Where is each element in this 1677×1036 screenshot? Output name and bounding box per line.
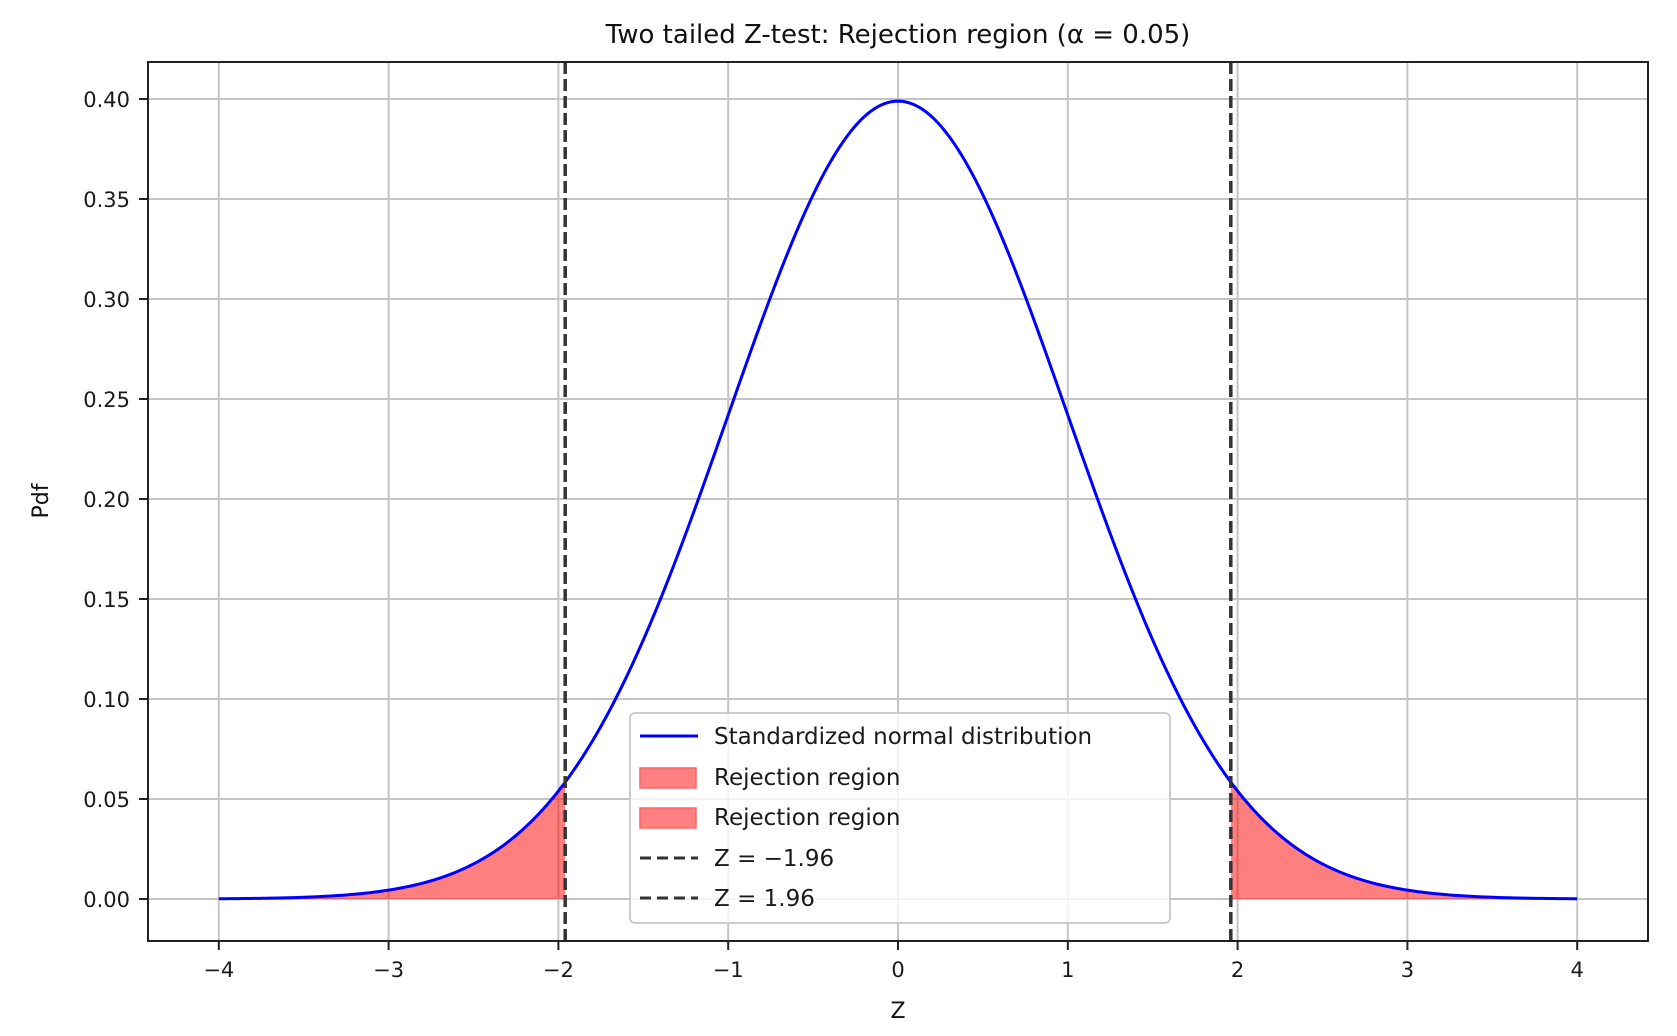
y-tick-label: 0.10 [83,688,130,712]
red-patch-icon [639,767,697,789]
grid-lines [148,62,1648,941]
legend-entry-z-neg: Z = −1.96 [640,846,834,872]
y-axis-ticks: 0.00 0.05 0.10 0.15 0.20 0.25 0.30 0.35 0.40 [83,88,148,912]
svg-text:Z = 1.96: Z = 1.96 [714,886,815,912]
normal-pdf-line [218,99,1578,901]
red-patch-icon [639,807,697,829]
x-tick-label: −1 [713,958,744,982]
legend-box [629,712,1171,924]
y-axis-label: Pdf [29,482,54,518]
x-tick-label: 2 [1231,958,1244,982]
svg-text:Z = −1.96: Z = −1.96 [714,846,834,872]
x-axis-ticks: −4 −3 −2 −1 0 1 2 3 4 [203,941,1584,982]
chart-title: Two tailed Z-test: Rejection region (α =… [605,20,1191,50]
y-tick-label: 0.40 [83,88,130,112]
x-tick-label: 4 [1571,958,1584,982]
rejection-region-area [218,782,566,899]
x-tick-label: 0 [891,958,904,982]
y-tick-label: 0.00 [83,888,130,912]
y-tick-label: 0.05 [83,788,130,812]
rejection-region-fills [218,782,1578,899]
x-tick-label: −2 [543,958,574,982]
x-tick-label: 3 [1401,958,1414,982]
svg-text:Standardized normal distributi: Standardized normal distribution [714,724,1092,750]
rejection-region-area [1230,782,1578,899]
legend-entry-z-pos: Z = 1.96 [640,886,815,912]
y-tick-label: 0.15 [83,588,130,612]
y-tick-label: 0.35 [83,188,130,212]
critical-value-lines [563,62,1233,941]
legend: Standardized normal distribution Rejecti… [629,712,1171,924]
svg-text:Rejection region: Rejection region [714,805,900,831]
y-tick-label: 0.30 [83,288,130,312]
legend-entry-rejection-1: Rejection region [639,765,900,791]
y-tick-label: 0.25 [83,388,130,412]
x-tick-label: −3 [373,958,404,982]
pdf-curve [218,99,1578,901]
y-tick-label: 0.20 [83,488,130,512]
x-axis-label: Z [890,999,905,1024]
legend-entry-normal: Standardized normal distribution [640,724,1092,750]
x-tick-label: −4 [203,958,234,982]
x-tick-label: 1 [1061,958,1074,982]
svg-text:Rejection region: Rejection region [714,765,900,791]
legend-entry-rejection-2: Rejection region [639,805,900,831]
